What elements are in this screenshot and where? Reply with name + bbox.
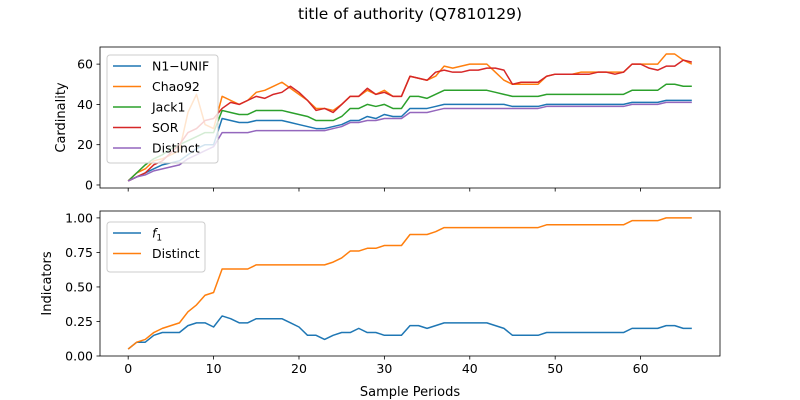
legend-item: f1 [113,226,162,244]
legend-item: SOR [113,120,179,135]
y-tick-label: 20 [77,137,93,152]
indicators-subplot: 0 10 20 30 40 50 60 0.00 0.25 0.50 0.75 1.00 Indicat… [40,210,721,400]
x-tick-label: 50 [547,361,563,376]
legend: f1 Distinct [106,221,206,273]
legend-label: Jack1 [151,100,185,115]
cardinality-subplot: 0 20 40 60 Cardinality N1−UNIF Chao92 Jack1 SOR D… [54,46,721,192]
y-tick-label: 0 [85,177,93,192]
figure-title: title of authority (Q7810129) [298,5,522,23]
x-axis-label: Sample Periods [360,385,460,400]
y-axis-label: Cardinality [54,82,69,153]
series-lines [127,217,692,350]
y-axis-label: Indicators [40,251,55,315]
legend-label: Chao92 [152,79,200,94]
legend-item: Jack1 [113,100,185,115]
legend-label: Distinct [152,246,200,261]
legend-item: N1−UNIF [113,59,209,74]
legend-item: Chao92 [113,79,200,94]
legend-item: Distinct [113,141,200,156]
legend-item: Distinct [113,246,200,261]
y-tick-label: 60 [77,57,93,72]
axes-frame [99,46,721,189]
x-tick-label: 30 [376,361,392,376]
legend: N1−UNIF Chao92 Jack1 SOR Distinct [106,54,219,164]
y-tick-label: 0.75 [65,245,93,260]
line-distinct [127,217,692,350]
y-tick-label: 1.00 [65,210,93,225]
line-n1-unif [127,99,692,182]
legend-label: N1−UNIF [152,59,209,74]
y-tick-label: 0.50 [65,279,93,294]
line-distinct [127,101,692,182]
y-tick-label: 0.25 [65,314,93,329]
x-tick-label: 40 [462,361,478,376]
x-tick-label: 10 [206,361,222,376]
x-tick-label: 0 [124,361,132,376]
legend-label: Distinct [152,141,200,156]
legend-label: f1 [152,226,162,244]
legend-label-subscript: 1 [156,234,162,244]
x-tick-label: 20 [291,361,307,376]
legend-label-main: f [152,226,158,241]
legend-box [106,54,219,164]
y-tick-label: 40 [77,97,93,112]
x-tick-label: 60 [633,361,649,376]
legend-box [106,221,206,273]
legend-label: SOR [152,120,179,135]
axes-frame [99,210,721,357]
line-jack1 [127,83,692,182]
series-lines [127,53,693,182]
line-f [127,315,692,350]
y-tick-label: 0.00 [65,349,93,364]
line-sor [127,59,692,182]
